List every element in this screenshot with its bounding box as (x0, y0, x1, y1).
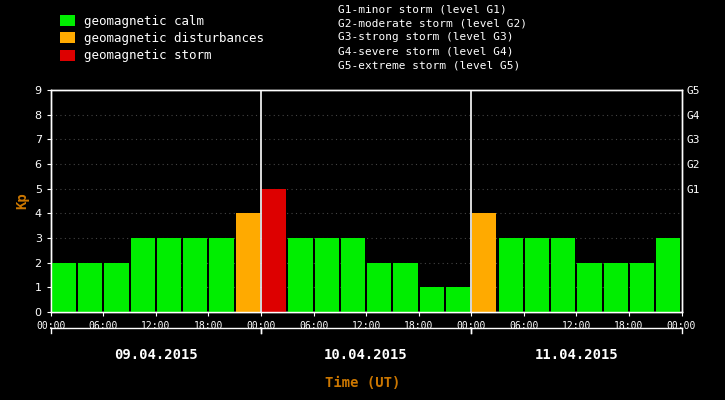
Bar (472, 213, 497, 312)
Bar (551, 238, 576, 312)
Text: 10.04.2015: 10.04.2015 (324, 348, 408, 362)
Bar (499, 238, 523, 312)
Bar (262, 189, 286, 312)
Bar (630, 263, 654, 312)
Bar (367, 263, 392, 312)
Bar (289, 238, 312, 312)
Bar (51, 263, 76, 312)
Bar (656, 238, 681, 312)
Bar (577, 263, 602, 312)
Bar (420, 287, 444, 312)
Text: Time (UT): Time (UT) (325, 376, 400, 390)
Text: G1-minor storm (level G1)
G2-moderate storm (level G2)
G3-strong storm (level G3: G1-minor storm (level G1) G2-moderate st… (338, 4, 527, 70)
Text: 11.04.2015: 11.04.2015 (534, 348, 618, 362)
Bar (104, 263, 128, 312)
Bar (78, 263, 102, 312)
Bar (183, 238, 207, 312)
Bar (446, 287, 471, 312)
Text: 09.04.2015: 09.04.2015 (114, 348, 198, 362)
Bar (394, 263, 418, 312)
Bar (525, 238, 549, 312)
Bar (236, 213, 260, 312)
Bar (604, 263, 628, 312)
Legend: geomagnetic calm, geomagnetic disturbances, geomagnetic storm: geomagnetic calm, geomagnetic disturbanc… (57, 12, 267, 65)
Bar (210, 238, 233, 312)
Y-axis label: Kp: Kp (15, 193, 29, 209)
Bar (341, 238, 365, 312)
Bar (315, 238, 339, 312)
Bar (130, 238, 155, 312)
Bar (157, 238, 181, 312)
